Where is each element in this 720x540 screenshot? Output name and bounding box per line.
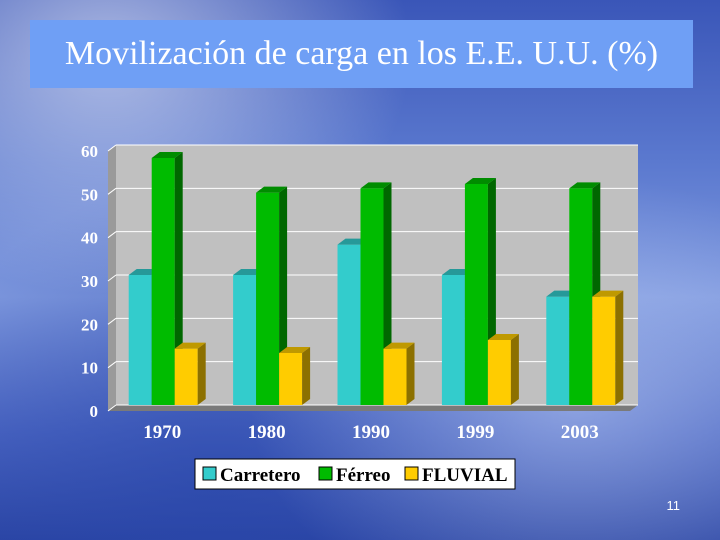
bar-top — [174, 342, 206, 349]
bar-front — [383, 348, 407, 405]
bar-top — [383, 342, 415, 349]
chart-floor — [108, 405, 638, 411]
bar-top — [151, 152, 183, 158]
bar-front — [337, 244, 361, 405]
bar — [151, 152, 183, 405]
legend-label: Férreo — [336, 465, 391, 486]
y-tick-label: 0 — [90, 402, 99, 421]
bar-top — [279, 347, 311, 353]
gridline-side — [107, 274, 117, 282]
title-box: Movilización de carga en los E.E. U.U. (… — [30, 20, 693, 88]
bar-front — [279, 353, 303, 405]
bar-front — [569, 188, 593, 405]
y-tick-label: 40 — [81, 229, 98, 248]
bar — [487, 334, 519, 405]
y-tick-label: 30 — [81, 272, 98, 291]
gridline-side — [107, 361, 117, 369]
bar-top — [487, 334, 519, 340]
bar-front — [487, 340, 511, 405]
bar-top — [256, 186, 288, 193]
bar — [383, 342, 415, 405]
legend-swatch — [318, 466, 333, 481]
bar-front — [546, 296, 570, 405]
bar-front — [128, 275, 152, 405]
y-tick-label: 50 — [81, 185, 98, 204]
gridline-side — [107, 317, 117, 325]
bar-top — [592, 290, 624, 297]
legend-label: FLUVIAL — [422, 465, 508, 486]
x-tick-label: 1980 — [248, 422, 286, 443]
bar-side — [406, 342, 415, 405]
bar-front — [464, 184, 488, 405]
x-tick-label: 2003 — [561, 422, 599, 443]
bar-front — [592, 296, 616, 405]
bar-top — [569, 182, 601, 189]
x-tick-label: 1970 — [143, 422, 181, 443]
x-tick-label: 1999 — [456, 422, 494, 443]
bar-front — [151, 158, 175, 405]
bar-top — [360, 182, 392, 189]
bar-side — [197, 342, 206, 405]
bar-front — [174, 348, 198, 405]
legend-label: Carretero — [220, 465, 301, 486]
bar-front — [233, 275, 257, 405]
slide-title: Movilización de carga en los E.E. U.U. (… — [64, 35, 659, 72]
gridline-side — [107, 144, 117, 152]
slide-number: 11 — [666, 498, 681, 513]
legend-swatch — [202, 466, 217, 481]
bar — [592, 290, 624, 405]
bar — [279, 347, 311, 405]
bar — [464, 178, 496, 405]
bar-side — [302, 347, 311, 405]
legend-box — [194, 458, 516, 490]
y-tick-label: 20 — [81, 315, 98, 334]
y-tick-label: 10 — [81, 359, 98, 378]
gridline-side — [107, 187, 117, 195]
legend: Carretero Férreo FLUVIAL — [194, 458, 516, 490]
legend-swatch — [404, 466, 419, 481]
bar-side — [174, 152, 183, 405]
bar-front — [441, 275, 465, 405]
gridline-side — [107, 404, 117, 412]
bar-top — [464, 178, 496, 184]
bar-side — [510, 334, 519, 405]
bar-front — [256, 192, 280, 405]
bar — [174, 342, 206, 405]
bar-side — [615, 290, 624, 405]
y-tick-label: 60 — [81, 142, 98, 161]
gridline-side — [107, 231, 117, 239]
x-tick-label: 1990 — [352, 422, 390, 443]
bar-front — [360, 188, 384, 405]
